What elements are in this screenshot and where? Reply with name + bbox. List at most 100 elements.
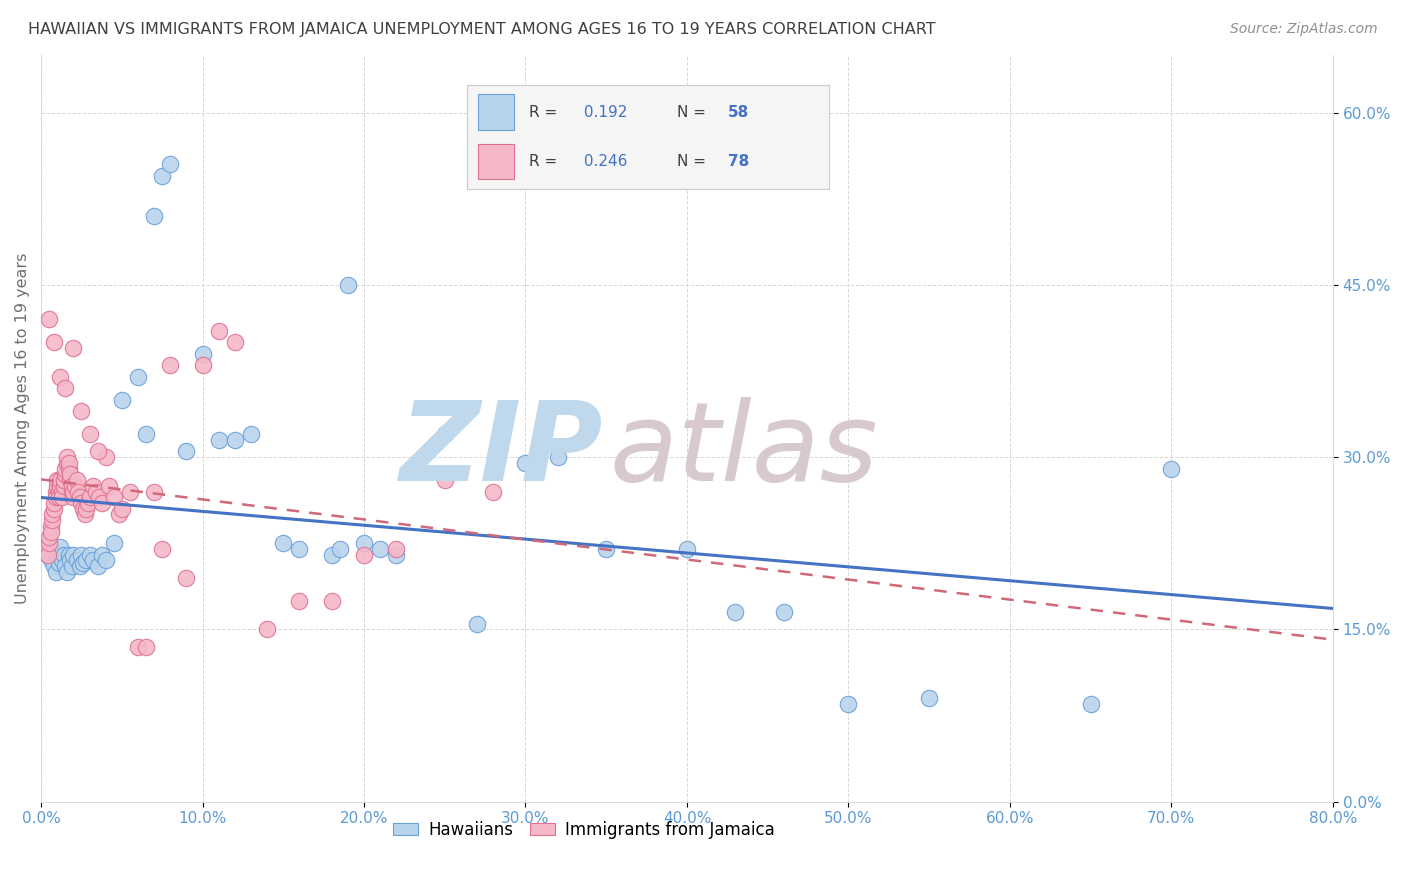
Point bbox=[772, 605, 794, 619]
Point bbox=[45, 565, 67, 579]
Point bbox=[150, 169, 173, 183]
Point bbox=[94, 553, 117, 567]
Point bbox=[135, 427, 157, 442]
Point bbox=[103, 490, 125, 504]
Point bbox=[37, 548, 59, 562]
Point bbox=[56, 450, 79, 464]
Point bbox=[58, 456, 80, 470]
Point bbox=[465, 616, 488, 631]
Point bbox=[595, 541, 617, 556]
Point bbox=[191, 358, 214, 372]
Point bbox=[72, 556, 94, 570]
Point bbox=[38, 536, 60, 550]
Point bbox=[52, 479, 75, 493]
Point bbox=[53, 559, 76, 574]
Point bbox=[46, 548, 69, 562]
Point bbox=[70, 496, 93, 510]
Point bbox=[224, 335, 246, 350]
Point bbox=[837, 697, 859, 711]
Point bbox=[62, 341, 84, 355]
Point bbox=[143, 209, 166, 223]
Point bbox=[49, 540, 72, 554]
Point bbox=[60, 559, 83, 574]
Point bbox=[63, 479, 86, 493]
Point bbox=[336, 277, 359, 292]
Point bbox=[321, 548, 343, 562]
Point bbox=[42, 335, 65, 350]
Point bbox=[53, 461, 76, 475]
Point bbox=[51, 490, 73, 504]
Point bbox=[385, 548, 408, 562]
Text: HAWAIIAN VS IMMIGRANTS FROM JAMAICA UNEMPLOYMENT AMONG AGES 16 TO 19 YEARS CORRE: HAWAIIAN VS IMMIGRANTS FROM JAMAICA UNEM… bbox=[28, 22, 936, 37]
Point bbox=[150, 541, 173, 556]
Point bbox=[127, 640, 149, 654]
Point bbox=[59, 473, 82, 487]
Point bbox=[70, 404, 93, 418]
Point bbox=[41, 508, 63, 522]
Legend: Hawaiians, Immigrants from Jamaica: Hawaiians, Immigrants from Jamaica bbox=[387, 814, 780, 846]
Point bbox=[329, 541, 352, 556]
Point bbox=[39, 519, 62, 533]
Point bbox=[288, 541, 311, 556]
Point bbox=[433, 473, 456, 487]
Point bbox=[159, 157, 181, 171]
Point bbox=[45, 484, 67, 499]
Point bbox=[1160, 461, 1182, 475]
Point bbox=[515, 456, 537, 470]
Point bbox=[39, 524, 62, 539]
Point bbox=[69, 559, 91, 574]
Point bbox=[52, 548, 75, 562]
Point bbox=[56, 456, 79, 470]
Point bbox=[135, 640, 157, 654]
Point bbox=[59, 467, 82, 482]
Point bbox=[482, 484, 505, 499]
Text: atlas: atlas bbox=[609, 397, 879, 504]
Point bbox=[62, 484, 84, 499]
Point bbox=[240, 427, 263, 442]
Point bbox=[45, 490, 67, 504]
Point bbox=[107, 508, 129, 522]
Point bbox=[49, 479, 72, 493]
Point bbox=[103, 536, 125, 550]
Point bbox=[48, 490, 70, 504]
Point bbox=[433, 427, 456, 442]
Point bbox=[724, 605, 747, 619]
Point bbox=[49, 369, 72, 384]
Point bbox=[94, 450, 117, 464]
Text: ZIP: ZIP bbox=[399, 397, 603, 504]
Point bbox=[288, 593, 311, 607]
Y-axis label: Unemployment Among Ages 16 to 19 years: Unemployment Among Ages 16 to 19 years bbox=[15, 252, 30, 604]
Point bbox=[67, 484, 90, 499]
Point bbox=[37, 548, 59, 562]
Point bbox=[176, 571, 198, 585]
Point bbox=[51, 484, 73, 499]
Point bbox=[82, 479, 104, 493]
Point bbox=[42, 559, 65, 574]
Point bbox=[35, 541, 58, 556]
Point bbox=[208, 433, 231, 447]
Point bbox=[118, 484, 141, 499]
Point bbox=[89, 490, 111, 504]
Point bbox=[256, 623, 278, 637]
Point bbox=[53, 381, 76, 395]
Point bbox=[79, 427, 101, 442]
Point bbox=[52, 473, 75, 487]
Point bbox=[42, 501, 65, 516]
Point bbox=[51, 553, 73, 567]
Point bbox=[62, 548, 84, 562]
Point bbox=[321, 593, 343, 607]
Point bbox=[48, 484, 70, 499]
Point bbox=[42, 496, 65, 510]
Point bbox=[97, 479, 120, 493]
Point bbox=[385, 541, 408, 556]
Point bbox=[48, 556, 70, 570]
Point bbox=[1080, 697, 1102, 711]
Point bbox=[56, 565, 79, 579]
Point bbox=[127, 369, 149, 384]
Point bbox=[49, 473, 72, 487]
Point bbox=[84, 484, 107, 499]
Point bbox=[53, 467, 76, 482]
Point bbox=[353, 536, 375, 550]
Point bbox=[58, 461, 80, 475]
Point bbox=[676, 541, 699, 556]
